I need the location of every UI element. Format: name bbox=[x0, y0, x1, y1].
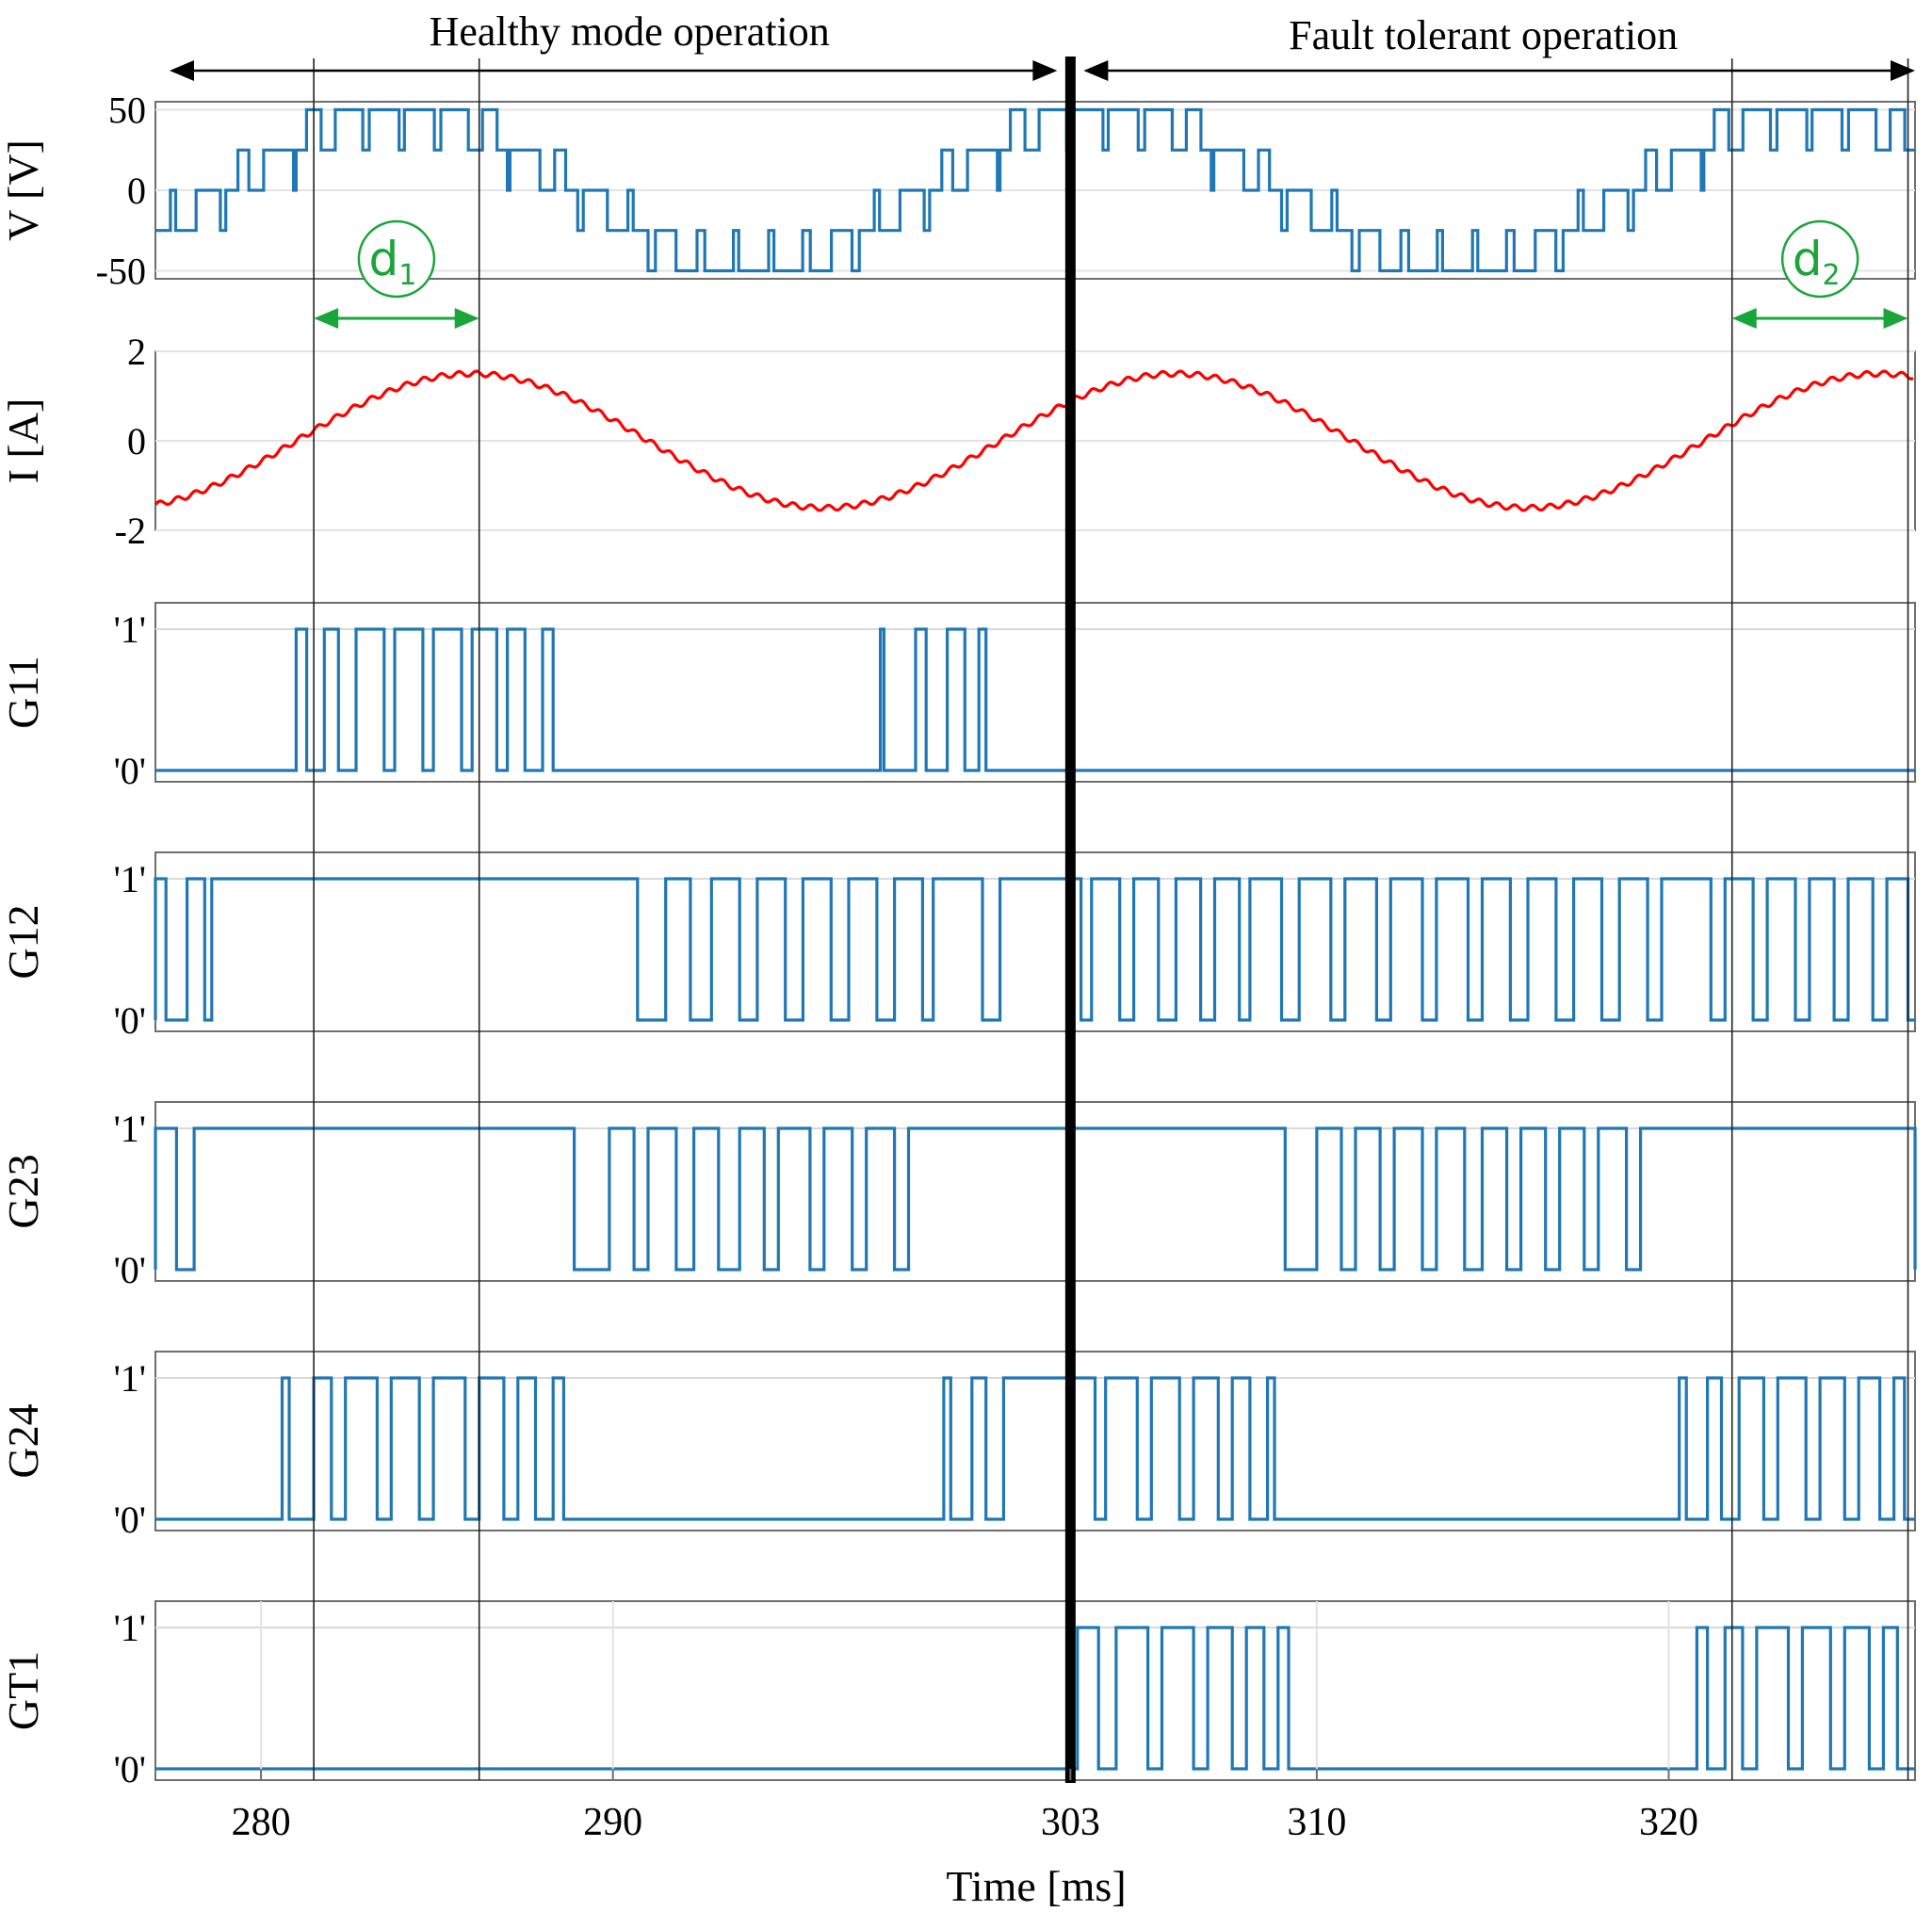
x-tick-label-320: 320 bbox=[1639, 1801, 1698, 1844]
healthy-mode-arrow bbox=[170, 60, 1058, 81]
gate-signal-g11 bbox=[155, 627, 1915, 772]
plot-area-g11 bbox=[154, 602, 1916, 783]
x-tick-label-280: 280 bbox=[232, 1801, 291, 1844]
duration-arrow-d2-head-right bbox=[1883, 308, 1908, 329]
plot-area-g24 bbox=[154, 1351, 1916, 1531]
tick-label-low-gt1: '0' bbox=[114, 1748, 146, 1790]
x-tick-label-303: 303 bbox=[1041, 1801, 1100, 1844]
gate-signal-g24 bbox=[155, 1376, 1915, 1521]
gate-signal-g12 bbox=[154, 877, 1915, 1022]
healthy-mode-label: Healthy mode operation bbox=[430, 8, 830, 55]
tick-label-i: -2 bbox=[115, 510, 146, 552]
y-axis-title-i: I [A] bbox=[0, 398, 47, 484]
panel-gt1: GT1 '1' '0' bbox=[0, 1600, 1916, 1790]
duration-arrow-d1 bbox=[314, 308, 479, 329]
tick-label-high-gt1: '1' bbox=[114, 1607, 146, 1649]
duration-arrow-d2-head-left bbox=[1731, 308, 1757, 329]
tick-label-v: 50 bbox=[108, 89, 146, 132]
tick-label-i: 2 bbox=[127, 331, 146, 373]
x-axis-title: Time [ms] bbox=[946, 1862, 1126, 1910]
tick-label-high-g23: '1' bbox=[114, 1108, 146, 1150]
panel-g11: G11 '1' '0' bbox=[0, 602, 1916, 792]
current-trace bbox=[154, 369, 1914, 512]
panel-v: V [V] 50 0 -50 bbox=[0, 89, 1916, 292]
duration-subscript-d2: 2 bbox=[1822, 259, 1840, 292]
panels: V [V]500-50I [A]20-2G11'1''0'G12'1''0'G2… bbox=[0, 89, 1917, 1790]
plot-area-gt1 bbox=[154, 1600, 1916, 1781]
duration-arrow-d2 bbox=[1731, 308, 1908, 329]
tick-label-v: -50 bbox=[96, 250, 146, 292]
fault-tolerant-label: Fault tolerant operation bbox=[1289, 12, 1678, 58]
healthy-mode-arrow-head-left bbox=[170, 60, 194, 81]
panel-i: I [A] 2 0 -2 bbox=[0, 331, 1916, 552]
y-axis-title-g12: G12 bbox=[0, 904, 47, 979]
cursor-lines bbox=[313, 57, 1909, 1783]
region-annotations: d1 d2 bbox=[170, 60, 1915, 329]
gate-signal-g23 bbox=[154, 1126, 1917, 1272]
fault-tolerant-arrow bbox=[1083, 60, 1915, 81]
panel-g24: G24 '1' '0' bbox=[0, 1351, 1916, 1541]
duration-arrow-d1-head-right bbox=[454, 308, 479, 329]
x-tick-label-310: 310 bbox=[1287, 1801, 1346, 1844]
x-axis: 280 290 303 310 320 bbox=[232, 1601, 1698, 1844]
y-axis-title-g24: G24 bbox=[0, 1403, 47, 1478]
tick-label-high-g24: '1' bbox=[114, 1357, 146, 1400]
fault-tolerant-arrow-head-right bbox=[1891, 60, 1915, 81]
duration-arrow-d1-head-left bbox=[314, 308, 339, 329]
tick-label-i: 0 bbox=[127, 420, 146, 462]
plot-area-g23 bbox=[154, 1101, 1916, 1282]
y-axis-title-g11: G11 bbox=[0, 656, 47, 729]
y-axis-title-v: V [V] bbox=[0, 139, 47, 241]
y-axis-title-gt1: GT1 bbox=[0, 1651, 47, 1730]
tick-label-low-g11: '0' bbox=[114, 750, 146, 792]
tick-label-low-g12: '0' bbox=[114, 999, 146, 1042]
healthy-mode-arrow-head-right bbox=[1032, 60, 1058, 81]
duration-badge-d2 bbox=[1780, 219, 1859, 299]
panel-g23: G23 '1' '0' bbox=[0, 1101, 1917, 1291]
tick-label-low-g23: '0' bbox=[114, 1249, 146, 1291]
duration-badge-d1 bbox=[357, 219, 436, 299]
gate-signal-gt1 bbox=[155, 1626, 1915, 1771]
panel-g12: G12 '1' '0' bbox=[0, 851, 1916, 1042]
tick-label-v: 0 bbox=[127, 170, 146, 212]
duration-subscript-d1: 1 bbox=[398, 259, 416, 292]
tick-label-high-g11: '1' bbox=[114, 608, 146, 651]
tick-label-high-g12: '1' bbox=[114, 858, 146, 900]
voltage-trace bbox=[155, 107, 1915, 273]
x-tick-label-290: 290 bbox=[583, 1801, 642, 1844]
fault-tolerant-arrow-head-left bbox=[1083, 60, 1109, 81]
plot-area-g12 bbox=[154, 851, 1916, 1032]
y-axis-title-g23: G23 bbox=[0, 1154, 47, 1228]
tick-label-low-g24: '0' bbox=[114, 1499, 146, 1541]
